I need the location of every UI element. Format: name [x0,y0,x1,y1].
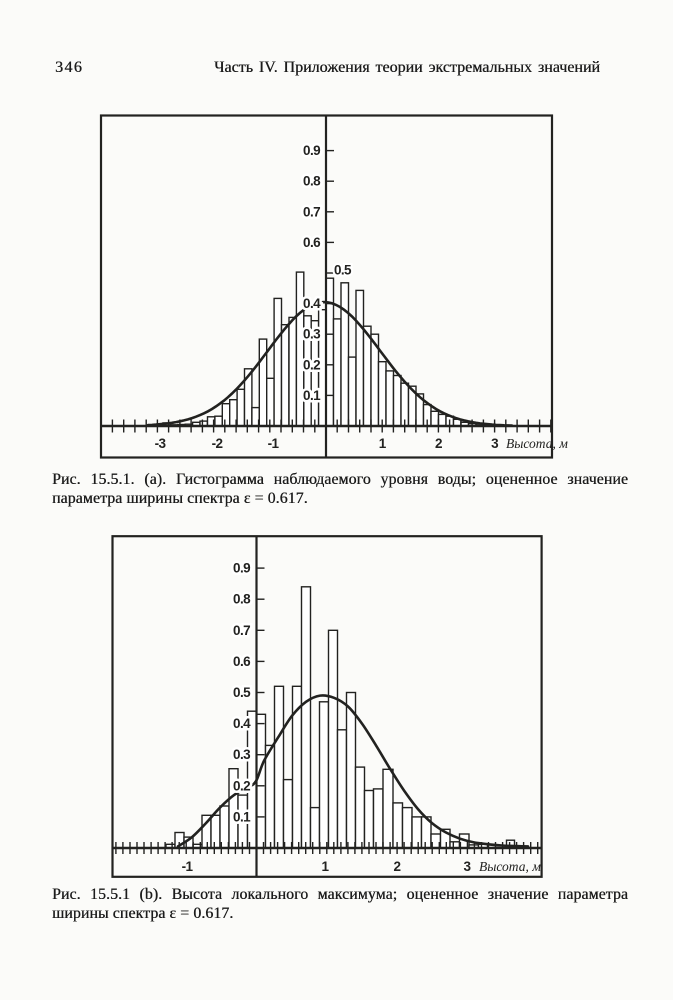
svg-text:Высота, м: Высота, м [506,436,568,451]
svg-text:0.3: 0.3 [233,747,251,762]
svg-text:0.5: 0.5 [233,685,251,700]
svg-text:3: 3 [491,436,499,451]
svg-text:0.6: 0.6 [233,654,251,669]
svg-text:-1: -1 [182,859,194,874]
svg-text:3: 3 [464,859,472,874]
svg-text:0.3: 0.3 [303,327,321,342]
svg-text:-2: -2 [212,436,223,451]
svg-text:0.7: 0.7 [233,623,250,638]
svg-text:0.4: 0.4 [303,296,321,311]
svg-text:0.4: 0.4 [233,716,251,731]
svg-text:2: 2 [394,859,401,874]
svg-text:0.9: 0.9 [233,561,250,576]
svg-text:1: 1 [379,436,387,451]
svg-text:0.6: 0.6 [303,235,321,250]
svg-text:0.9: 0.9 [303,143,320,158]
svg-text:0.5: 0.5 [334,263,352,278]
svg-text:-1: -1 [268,436,280,451]
svg-text:0.8: 0.8 [303,174,321,189]
svg-text:0.2: 0.2 [303,357,320,372]
svg-text:1: 1 [322,859,330,874]
svg-text:0.1: 0.1 [233,809,251,824]
svg-text:0.1: 0.1 [303,388,321,403]
svg-text:0.7: 0.7 [303,204,320,219]
svg-text:2: 2 [435,436,442,451]
svg-text:0.8: 0.8 [233,592,251,607]
svg-text:-3: -3 [155,436,167,451]
svg-text:0.2: 0.2 [233,778,250,793]
svg-text:Высота, м: Высота, м [479,859,541,874]
